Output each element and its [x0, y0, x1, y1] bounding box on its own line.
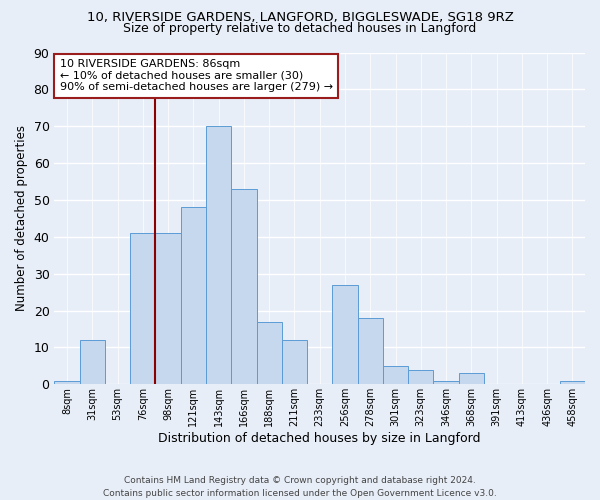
Bar	[257, 322, 282, 384]
Bar	[282, 340, 307, 384]
Text: 10, RIVERSIDE GARDENS, LANGFORD, BIGGLESWADE, SG18 9RZ: 10, RIVERSIDE GARDENS, LANGFORD, BIGGLES…	[86, 11, 514, 24]
Bar	[560, 380, 585, 384]
Bar	[181, 208, 206, 384]
Bar	[332, 285, 358, 384]
Bar	[206, 126, 231, 384]
Bar	[433, 380, 458, 384]
Bar	[231, 189, 257, 384]
Bar	[383, 366, 408, 384]
Bar	[80, 340, 105, 384]
Bar	[458, 373, 484, 384]
X-axis label: Distribution of detached houses by size in Langford: Distribution of detached houses by size …	[158, 432, 481, 445]
Y-axis label: Number of detached properties: Number of detached properties	[15, 126, 28, 312]
Bar	[358, 318, 383, 384]
Bar	[55, 380, 80, 384]
Bar	[408, 370, 433, 384]
Text: Size of property relative to detached houses in Langford: Size of property relative to detached ho…	[124, 22, 476, 35]
Text: 10 RIVERSIDE GARDENS: 86sqm
← 10% of detached houses are smaller (30)
90% of sem: 10 RIVERSIDE GARDENS: 86sqm ← 10% of det…	[60, 59, 333, 92]
Bar	[130, 233, 155, 384]
Text: Contains HM Land Registry data © Crown copyright and database right 2024.
Contai: Contains HM Land Registry data © Crown c…	[103, 476, 497, 498]
Bar	[155, 233, 181, 384]
